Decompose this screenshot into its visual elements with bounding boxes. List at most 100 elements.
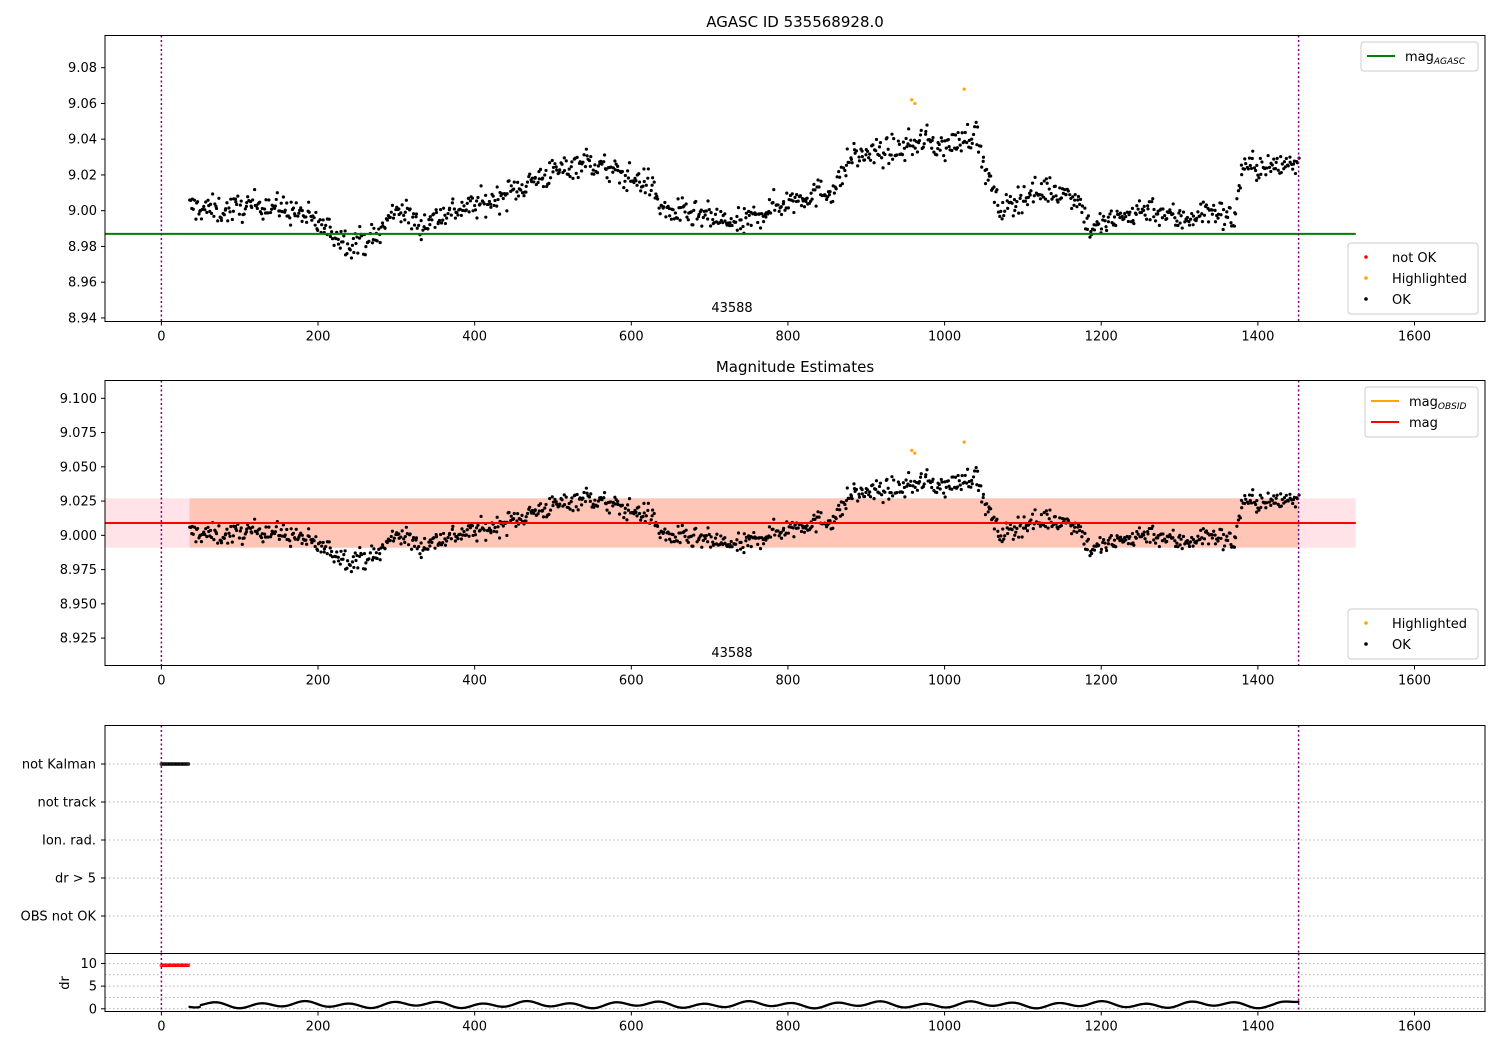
panel-magnitude-ok-point-761	[955, 485, 960, 489]
panel-agasc-ok-point-790	[985, 167, 989, 172]
panel-agasc-ok-point-248	[437, 218, 442, 223]
panel-magnitude-ok-point-784	[979, 484, 983, 488]
panel-agasc-ok-point-707	[901, 140, 905, 144]
panel-magnitude-ok-point-563	[756, 542, 760, 546]
panel-agasc-ok-point-263	[453, 216, 458, 220]
panel-agasc-ok-point-954	[1151, 197, 1155, 201]
panel-magnitude-ok-point-284	[474, 526, 479, 530]
panel-agasc-ok-point-43	[231, 209, 235, 213]
panel-agasc-ok-point-196	[385, 218, 389, 222]
panel-agasc-ok-point-917	[1112, 215, 1117, 219]
panel-magnitude-ok-point-497	[689, 534, 693, 538]
panel-magnitude-ok-point-1028	[1225, 534, 1229, 538]
panel-agasc-ok-point-337	[528, 172, 532, 176]
panel-magnitude-ok-point-1047	[1244, 497, 1248, 501]
panel-dr-ytick-label-1: 5	[89, 980, 97, 995]
panel-magnitude-ytick-label-1: 8.950	[60, 597, 97, 612]
panel-agasc-ok-point-194	[383, 226, 387, 230]
panel-agasc-ok-point-562	[754, 212, 759, 216]
panel-magnitude-ok-point-692	[886, 486, 890, 490]
panel-agasc-ok-point-654	[847, 160, 851, 165]
panel-agasc-xtick-label-4: 800	[776, 330, 801, 345]
panel-magnitude-ok-point-635	[828, 519, 832, 523]
panel-magnitude-ok-point-27	[214, 532, 219, 536]
panel-agasc-ok-point-503	[695, 217, 699, 221]
panel-magnitude-ok-point-549	[742, 551, 746, 555]
panel-agasc-ok-point-907	[1103, 219, 1107, 223]
panel-magnitude-ok-point-948	[1144, 540, 1149, 544]
panel-agasc-ok-point-283	[473, 208, 478, 212]
panel-magnitude-ok-point-941	[1137, 526, 1142, 530]
panel-magnitude-ok-point-225	[414, 536, 419, 540]
panel-agasc-ok-point-830	[1025, 203, 1030, 207]
panel-agasc-ok-point-410	[602, 160, 606, 164]
panel-agasc-ok-point-217	[406, 221, 411, 225]
panel-agasc-ok-point-643	[837, 170, 841, 174]
panel-magnitude-ok-point-166	[355, 553, 359, 558]
panel-magnitude-ok-point-853	[1048, 508, 1052, 512]
panel-magnitude-ok-point-132	[321, 540, 325, 545]
panel-agasc-ok-point-322	[512, 180, 516, 184]
panel-agasc-ok-point-961	[1157, 223, 1161, 227]
panel-magnitude-ok-point-612	[805, 524, 809, 528]
panel-magnitude-ok-point-951	[1147, 526, 1151, 531]
panel-magnitude-ok-point-131	[320, 544, 324, 548]
panel-agasc-ok-point-763	[957, 137, 961, 142]
panel-magnitude-ok-point-1020	[1216, 536, 1221, 540]
panel-magnitude-ok-point-965	[1161, 532, 1165, 536]
panel-agasc-ok-point-927	[1123, 211, 1127, 216]
panel-magnitude-ok-point-50	[238, 529, 242, 533]
panel-agasc-ok-point-157	[346, 242, 350, 246]
panel-magnitude-ok-point-774	[969, 485, 973, 489]
panel-agasc-ok-point-424	[616, 164, 620, 168]
panel-magnitude-ok-point-269	[459, 537, 463, 541]
panel-magnitude-ok-point-883	[1078, 525, 1083, 529]
panel-magnitude-ok-point-71	[259, 536, 264, 540]
panel-agasc-ok-point-335	[525, 180, 530, 184]
panel-agasc-xtick-label-1: 200	[306, 330, 331, 345]
panel-magnitude-ok-point-1005	[1201, 527, 1205, 531]
panel-agasc-ok-point-879	[1075, 205, 1079, 209]
panel-magnitude-ok-point-435	[626, 508, 631, 512]
panel-agasc-legend-1-swatch-0	[1364, 255, 1368, 259]
panel-magnitude-ok-point-650	[844, 506, 848, 511]
panel-agasc-ok-point-260	[450, 201, 454, 205]
panel-magnitude-ok-point-162	[351, 555, 355, 559]
panel-agasc-ok-point-885	[1080, 204, 1084, 208]
panel-magnitude-ok-point-555	[747, 537, 751, 541]
panel-agasc-ok-point-820	[1015, 199, 1019, 204]
panel-magnitude-ok-point-746	[940, 480, 944, 484]
panel-magnitude-ok-point-526	[719, 534, 723, 538]
panel-magnitude-ok-point-725	[919, 472, 923, 476]
panel-magnitude-ok-point-62	[250, 531, 254, 535]
panel-magnitude-ok-point-335	[525, 511, 530, 516]
panel-agasc-ok-point-356	[547, 181, 551, 185]
panel-agasc-ok-point-202	[391, 216, 396, 220]
panel-agasc-ok-point-657	[850, 161, 854, 165]
panel-agasc-ok-point-54	[242, 212, 246, 216]
panel-magnitude-ok-point-372	[562, 503, 567, 507]
panel-magnitude-ok-point-518	[711, 540, 715, 544]
panel-agasc-ok-point-1028	[1225, 210, 1229, 214]
panel-agasc-ok-point-236	[426, 227, 430, 231]
panel-agasc-ok-point-782	[976, 150, 981, 154]
panel-agasc-ok-point-81	[269, 207, 274, 211]
panel-agasc-ok-point-872	[1068, 193, 1072, 197]
panel-agasc-ok-point-159	[348, 248, 352, 252]
panel-magnitude-ok-point-759	[953, 475, 958, 479]
panel-magnitude-ok-point-1035	[1232, 545, 1237, 549]
panel-magnitude-ok-point-515	[707, 532, 711, 537]
panel-magnitude-ok-point-223	[412, 544, 417, 548]
panel-agasc-ok-point-641	[834, 187, 838, 191]
panel-magnitude-ok-point-882	[1078, 528, 1082, 533]
panel-magnitude-ok-point-251	[441, 540, 445, 545]
panel-agasc-ok-point-611	[804, 199, 808, 203]
panel-agasc-ok-point-55	[243, 207, 247, 211]
panel-magnitude-ok-point-1008	[1204, 529, 1208, 533]
panel-magnitude-xtick-label-8: 1600	[1398, 674, 1431, 689]
panel-magnitude-ok-point-1077	[1274, 496, 1278, 500]
panel-agasc-ok-point-446	[637, 180, 642, 184]
panel-agasc-ok-point-352	[543, 173, 547, 177]
panel-magnitude-ok-point-152	[341, 557, 345, 561]
